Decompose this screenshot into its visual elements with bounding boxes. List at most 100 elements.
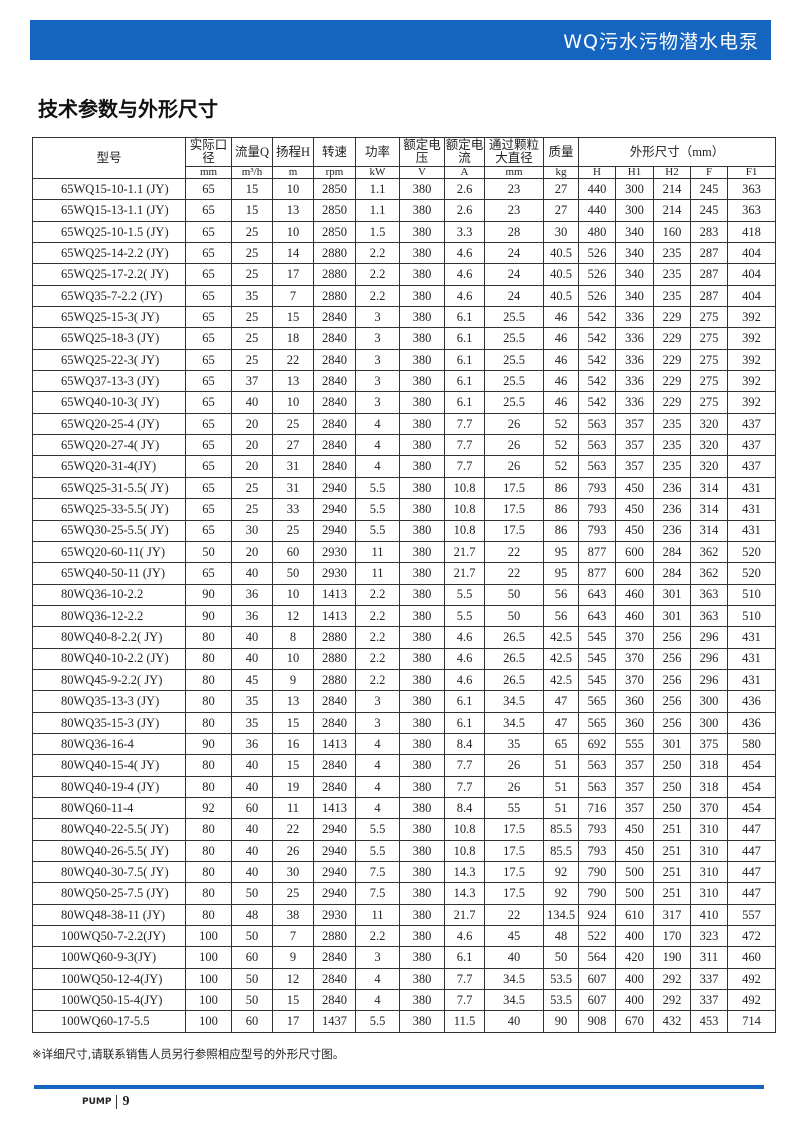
value-cell: 380 bbox=[399, 925, 445, 948]
value-cell: 4.6 bbox=[444, 925, 485, 948]
value-cell: 380 bbox=[399, 220, 445, 244]
value-cell: 314 bbox=[690, 498, 728, 521]
value-cell: 314 bbox=[690, 476, 728, 500]
value-cell: 25 bbox=[231, 263, 273, 286]
value-cell: 33 bbox=[272, 498, 314, 521]
value-cell: 336 bbox=[615, 391, 654, 414]
value-cell: 380 bbox=[399, 177, 445, 201]
value-cell: 370 bbox=[690, 796, 728, 820]
value-cell: 542 bbox=[578, 306, 616, 329]
value-cell: 380 bbox=[399, 775, 445, 798]
value-cell: 2840 bbox=[313, 775, 356, 798]
value-cell: 793 bbox=[578, 519, 616, 542]
value-cell: 17 bbox=[272, 1010, 314, 1033]
model-cell: 80WQ35-15-3 (JY) bbox=[32, 711, 186, 734]
value-cell: 25.5 bbox=[484, 306, 544, 329]
value-cell: 80 bbox=[185, 711, 232, 734]
value-cell: 284 bbox=[653, 562, 691, 585]
value-cell: 545 bbox=[578, 668, 616, 692]
value-cell: 235 bbox=[653, 263, 691, 286]
value-cell: 392 bbox=[726, 391, 777, 414]
value-cell: 2880 bbox=[313, 284, 356, 308]
value-cell: 380 bbox=[399, 839, 445, 863]
value-cell: 643 bbox=[578, 604, 616, 628]
value-cell: 100 bbox=[185, 925, 232, 948]
value-cell: 245 bbox=[690, 177, 728, 201]
unit-cell: m bbox=[272, 166, 314, 179]
header-dimensions: 外形尺寸（mm） bbox=[577, 137, 777, 167]
table-row: 80WQ40-22-5.5( JY) 80 40 22 2940 5.5 380 10.8 17… bbox=[32, 818, 777, 841]
value-cell: 52 bbox=[543, 434, 579, 457]
value-cell: 90 bbox=[185, 583, 232, 606]
table-row: 65WQ20-27-4( JY) 65 20 27 2840 4 380 7.7 26 52 563… bbox=[32, 434, 777, 457]
value-cell: 431 bbox=[726, 647, 777, 670]
unit-cell: m³/h bbox=[231, 166, 273, 179]
value-cell: 336 bbox=[615, 348, 654, 372]
value-cell: 3 bbox=[355, 711, 400, 734]
value-cell: 65 bbox=[185, 327, 232, 350]
value-cell: 908 bbox=[578, 1010, 616, 1033]
value-cell: 5.5 bbox=[355, 476, 400, 500]
value-cell: 436 bbox=[726, 711, 777, 734]
value-cell: 5.5 bbox=[355, 818, 400, 841]
value-cell: 380 bbox=[399, 412, 445, 436]
value-cell: 2.2 bbox=[355, 604, 400, 628]
value-cell: 340 bbox=[615, 220, 654, 244]
value-cell: 520 bbox=[726, 562, 777, 585]
value-cell: 50 bbox=[231, 967, 273, 991]
value-cell: 40 bbox=[484, 1010, 544, 1033]
value-cell: 56 bbox=[543, 604, 579, 628]
value-cell: 500 bbox=[615, 860, 654, 884]
value-cell: 5.5 bbox=[355, 1010, 400, 1033]
value-cell: 337 bbox=[690, 967, 728, 991]
unit-cell: H bbox=[578, 166, 616, 179]
value-cell: 431 bbox=[726, 626, 777, 649]
value-cell: 275 bbox=[690, 391, 728, 414]
value-cell: 65 bbox=[185, 370, 232, 393]
value-cell: 380 bbox=[399, 391, 445, 414]
value-cell: 51 bbox=[543, 775, 579, 798]
value-cell: 522 bbox=[578, 925, 616, 948]
value-cell: 4 bbox=[355, 967, 400, 991]
model-cell: 65WQ25-14-2.2 (JY) bbox=[32, 242, 186, 265]
value-cell: 2930 bbox=[313, 903, 356, 927]
value-cell: 80 bbox=[185, 903, 232, 927]
value-cell: 15 bbox=[272, 989, 314, 1012]
value-cell: 40 bbox=[231, 754, 273, 777]
value-cell: 17.5 bbox=[484, 839, 544, 863]
value-cell: 42.5 bbox=[543, 647, 579, 670]
table-row: 80WQ60-11-4 92 60 11 1413 4 380 8.4 55 51 716 357 25… bbox=[32, 796, 777, 820]
value-cell: 12 bbox=[272, 967, 314, 991]
value-cell: 40 bbox=[231, 860, 273, 884]
value-cell: 563 bbox=[578, 754, 616, 777]
value-cell: 607 bbox=[578, 967, 616, 991]
value-cell: 2940 bbox=[313, 882, 356, 905]
value-cell: 790 bbox=[578, 882, 616, 905]
model-cell: 80WQ60-11-4 bbox=[32, 796, 186, 820]
table-row: 80WQ40-15-4( JY) 80 40 15 2840 4 380 7.7 26 51 563… bbox=[32, 754, 777, 777]
model-cell: 80WQ40-19-4 (JY) bbox=[32, 775, 186, 798]
value-cell: 526 bbox=[578, 263, 616, 286]
value-cell: 229 bbox=[653, 306, 691, 329]
value-cell: 404 bbox=[726, 263, 777, 286]
value-cell: 3 bbox=[355, 946, 400, 969]
value-cell: 692 bbox=[578, 732, 616, 756]
value-cell: 4.6 bbox=[444, 626, 485, 649]
value-cell: 30 bbox=[543, 220, 579, 244]
value-cell: 2840 bbox=[313, 946, 356, 969]
value-cell: 380 bbox=[399, 690, 445, 713]
value-cell: 34.5 bbox=[484, 967, 544, 991]
value-cell: 16 bbox=[272, 732, 314, 756]
value-cell: 50 bbox=[231, 925, 273, 948]
header-col: 扬程H bbox=[272, 137, 314, 167]
value-cell: 357 bbox=[615, 754, 654, 777]
model-cell: 80WQ40-8-2.2( JY) bbox=[32, 626, 186, 649]
header-col: 额定电压 bbox=[399, 137, 445, 167]
value-cell: 300 bbox=[615, 199, 654, 222]
value-cell: 545 bbox=[578, 626, 616, 649]
value-cell: 336 bbox=[615, 327, 654, 350]
value-cell: 160 bbox=[653, 220, 691, 244]
unit-cell: kW bbox=[355, 166, 400, 179]
value-cell: 2880 bbox=[313, 647, 356, 670]
table-row: 65WQ20-31-4(JY) 65 20 31 2840 4 380 7.7 26 52 563 3… bbox=[32, 455, 777, 478]
